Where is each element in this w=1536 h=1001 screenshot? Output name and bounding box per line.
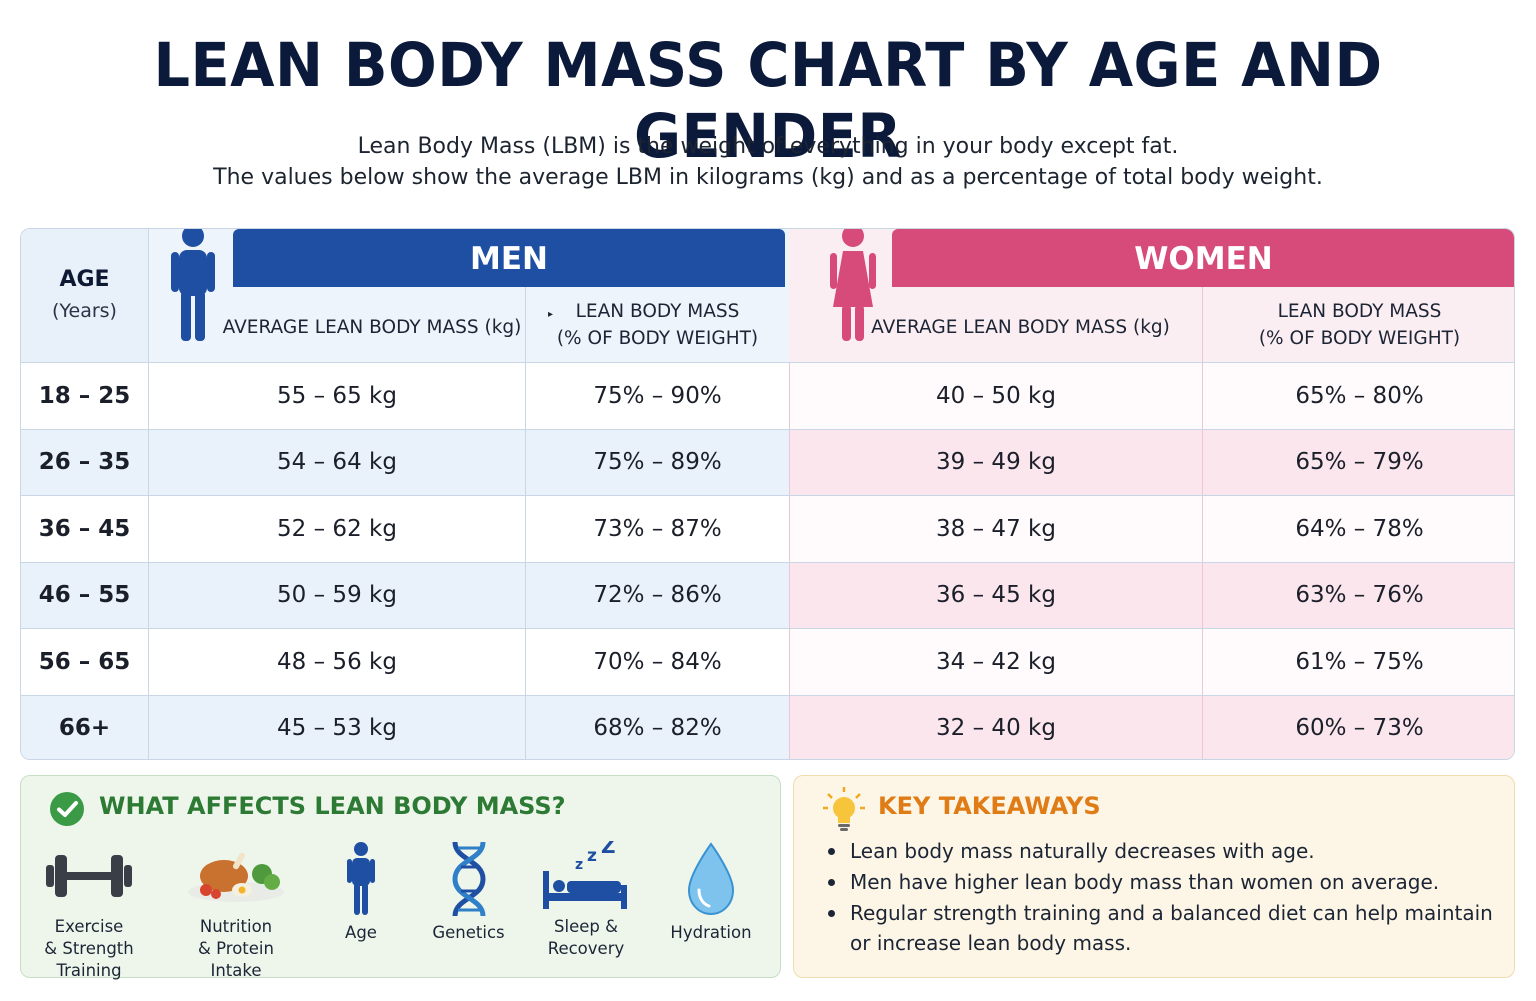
lbm-table: AGE (Years) MEN WOMEN AVERAGE LEAN BODY …	[20, 228, 1515, 760]
women-pct-cell: 65% – 79%	[1202, 429, 1514, 495]
list-item: Lean body mass naturally decreases with …	[824, 836, 1494, 866]
men-pct-cell: 75% – 89%	[525, 429, 789, 495]
women-pct-cell: 65% – 80%	[1202, 363, 1514, 429]
factor-label: Recovery	[547, 939, 625, 958]
age-cell: 18 – 25	[21, 363, 149, 429]
women-kg-cell: 40 – 50 kg	[789, 363, 1202, 429]
subtitle-line-1: Lean Body Mass (LBM) is the weight of ev…	[357, 134, 1179, 159]
women-pct-cell: 63% – 76%	[1202, 562, 1514, 628]
women-pct-cell: 61% – 75%	[1202, 629, 1514, 695]
age-cell: 36 – 45	[21, 496, 149, 562]
food-icon	[181, 836, 291, 916]
age-header-label: AGE	[59, 267, 110, 292]
water-drop-icon	[661, 836, 761, 922]
age-cell: 56 – 65	[21, 629, 149, 695]
table-row: 18 – 25 55 – 65 kg 75% – 90% 40 – 50 kg …	[21, 362, 1514, 429]
table-row: 66+ 45 – 53 kg 68% – 82% 32 – 40 kg 60% …	[21, 694, 1514, 759]
svg-text:z: z	[587, 846, 597, 866]
men-pct-cell: 68% – 82%	[525, 695, 789, 759]
men-pct-cell: 72% – 86%	[525, 562, 789, 628]
person-icon	[321, 836, 401, 922]
men-pct-cell: 70% – 84%	[525, 629, 789, 695]
factor-exercise: Exercise & Strength Training	[41, 836, 137, 982]
women-header-band: WOMEN	[892, 229, 1514, 287]
women-pct-cell: 60% – 73%	[1202, 695, 1514, 759]
factor-label: Genetics	[432, 923, 505, 942]
women-kg-cell: 34 – 42 kg	[789, 629, 1202, 695]
women-kg-cell: 39 – 49 kg	[789, 429, 1202, 495]
women-pct-header: LEAN BODY MASS (% OF BODY WEIGHT)	[1202, 287, 1514, 362]
factor-label: Nutrition	[199, 917, 273, 936]
age-cell: 26 – 35	[21, 429, 149, 495]
check-circle-icon	[49, 791, 85, 831]
takeaways-panel: KEY TAKEAWAYS Lean body mass naturally d…	[793, 775, 1515, 978]
triangle-marker-icon: ▸	[548, 309, 554, 320]
age-header: AGE (Years)	[21, 229, 149, 362]
factor-label: Hydration	[670, 923, 752, 942]
men-kg-cell: 54 – 64 kg	[149, 429, 525, 495]
takeaways-list: Lean body mass naturally decreases with …	[824, 836, 1494, 959]
factor-label: Exercise	[54, 917, 124, 936]
dna-icon	[421, 836, 516, 922]
women-kg-cell: 36 – 45 kg	[789, 562, 1202, 628]
list-item: Men have higher lean body mass than wome…	[824, 867, 1494, 897]
women-kg-header: AVERAGE LEAN BODY MASS (kg)	[871, 317, 1170, 338]
factor-label: Sleep &	[554, 917, 618, 936]
men-kg-cell: 48 – 56 kg	[149, 629, 525, 695]
men-kg-cell: 52 – 62 kg	[149, 496, 525, 562]
men-pct-header-line1: LEAN BODY MASS	[575, 300, 740, 322]
factor-hydration: Hydration	[661, 836, 761, 944]
lightbulb-icon	[822, 786, 866, 836]
factor-label: Intake	[210, 961, 262, 980]
age-header-unit: (Years)	[52, 300, 117, 322]
women-pct-header-line2: (% OF BODY WEIGHT)	[1258, 327, 1461, 349]
table-row: 56 – 65 48 – 56 kg 70% – 84% 34 – 42 kg …	[21, 628, 1514, 695]
factor-label: Training	[56, 961, 122, 980]
women-kg-cell: 32 – 40 kg	[789, 695, 1202, 759]
list-item: Regular strength training and a balanced…	[824, 898, 1494, 958]
female-figure-icon	[829, 229, 877, 349]
men-kg-cell: 55 – 65 kg	[149, 363, 525, 429]
table-row: 26 – 35 54 – 64 kg 75% – 89% 39 – 49 kg …	[21, 428, 1514, 495]
takeaways-title: KEY TAKEAWAYS	[878, 792, 1101, 820]
svg-text:Z: Z	[601, 841, 616, 858]
men-pct-cell: 75% – 90%	[525, 363, 789, 429]
table-row: 36 – 45 52 – 62 kg 73% – 87% 38 – 47 kg …	[21, 495, 1514, 562]
age-cell: 66+	[21, 695, 149, 759]
subtitle-line-2: The values below show the average LBM in…	[213, 165, 1323, 190]
table-body: 18 – 25 55 – 65 kg 75% – 90% 40 – 50 kg …	[21, 362, 1514, 759]
women-kg-cell: 38 – 47 kg	[789, 496, 1202, 562]
table-row: 46 – 55 50 – 59 kg 72% – 86% 36 – 45 kg …	[21, 561, 1514, 628]
page-title: LEAN BODY MASS CHART BY AGE AND GENDER	[153, 30, 1383, 172]
factor-label: & Strength	[44, 939, 134, 958]
dumbbell-icon	[41, 836, 137, 916]
women-pct-cell: 64% – 78%	[1202, 496, 1514, 562]
men-kg-cell: 50 – 59 kg	[149, 562, 525, 628]
factor-age: Age	[321, 836, 401, 944]
male-figure-icon	[169, 229, 217, 349]
men-pct-cell: 73% – 87%	[525, 496, 789, 562]
factor-genetics: Genetics	[421, 836, 516, 944]
affects-title: WHAT AFFECTS LEAN BODY MASS?	[99, 792, 566, 820]
men-header-band: MEN	[233, 229, 785, 287]
affects-panel: WHAT AFFECTS LEAN BODY MASS? Exercise & …	[20, 775, 781, 980]
factor-sleep: z z Z Sleep & Recovery	[536, 836, 636, 960]
factor-label: & Protein	[198, 939, 274, 958]
men-pct-header-line2: (% OF BODY WEIGHT)	[556, 327, 759, 349]
men-kg-header: AVERAGE LEAN BODY MASS (kg)	[222, 317, 522, 338]
women-pct-header-line1: LEAN BODY MASS	[1277, 300, 1442, 322]
age-cell: 46 – 55	[21, 562, 149, 628]
sleep-icon: z z Z	[536, 836, 636, 916]
svg-text:z: z	[575, 857, 583, 873]
factor-nutrition: Nutrition & Protein Intake	[181, 836, 291, 982]
men-pct-header: ▸ LEAN BODY MASS (% OF BODY WEIGHT)	[525, 287, 789, 362]
men-kg-cell: 45 – 53 kg	[149, 695, 525, 759]
factor-label: Age	[345, 923, 377, 942]
